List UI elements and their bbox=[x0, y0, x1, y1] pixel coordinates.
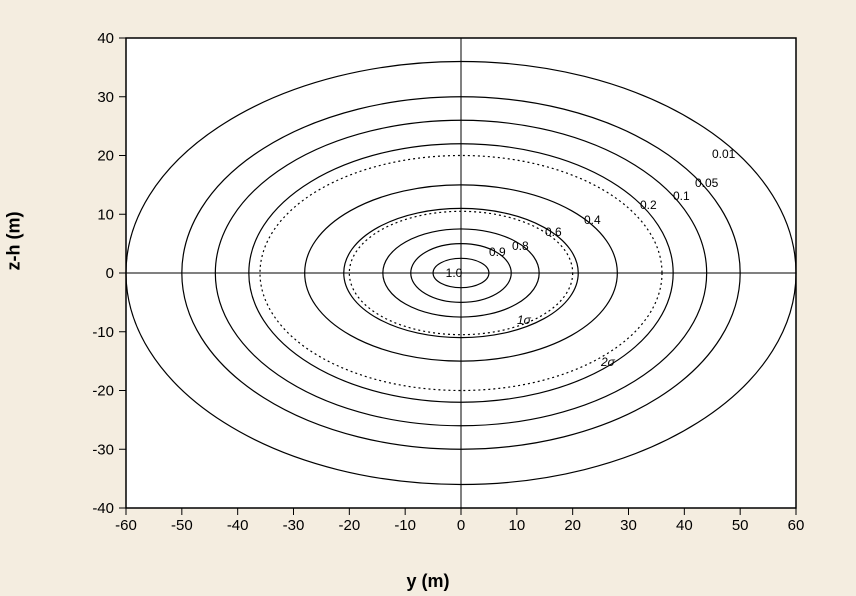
x-ticks: -60 -50 -40 -30 -20 -10 0 10 20 30 40 50… bbox=[115, 508, 804, 534]
svg-text:40: 40 bbox=[97, 30, 114, 47]
y-axis-label: z-h (m) bbox=[4, 212, 25, 271]
svg-text:-40: -40 bbox=[92, 500, 114, 517]
label-0.8: 0.8 bbox=[512, 239, 529, 253]
y-ticks: -40 -30 -20 -10 0 10 20 30 40 bbox=[92, 30, 126, 517]
svg-text:-20: -20 bbox=[338, 517, 360, 534]
label-0.2: 0.2 bbox=[640, 198, 657, 212]
label-0.9: 0.9 bbox=[489, 245, 506, 259]
svg-text:-10: -10 bbox=[92, 324, 114, 341]
svg-text:-50: -50 bbox=[171, 517, 193, 534]
svg-text:0: 0 bbox=[106, 265, 114, 282]
label-0.01: 0.01 bbox=[712, 147, 736, 161]
svg-text:10: 10 bbox=[508, 517, 525, 534]
label-0.1: 0.1 bbox=[673, 189, 690, 203]
svg-text:-30: -30 bbox=[283, 517, 305, 534]
svg-text:60: 60 bbox=[788, 517, 805, 534]
label-0.4: 0.4 bbox=[584, 213, 601, 227]
svg-text:-40: -40 bbox=[227, 517, 249, 534]
svg-text:40: 40 bbox=[676, 517, 693, 534]
label-0.05: 0.05 bbox=[695, 176, 719, 190]
svg-text:30: 30 bbox=[620, 517, 637, 534]
svg-text:50: 50 bbox=[732, 517, 749, 534]
svg-text:20: 20 bbox=[564, 517, 581, 534]
label-1.0: 1.0 bbox=[446, 266, 463, 280]
svg-text:-30: -30 bbox=[92, 441, 114, 458]
label-1sigma: 1σ bbox=[517, 313, 532, 327]
svg-text:20: 20 bbox=[97, 148, 114, 165]
svg-text:-20: -20 bbox=[92, 383, 114, 400]
svg-text:-10: -10 bbox=[394, 517, 416, 534]
svg-text:-60: -60 bbox=[115, 517, 137, 534]
label-0.6: 0.6 bbox=[545, 225, 562, 239]
svg-text:30: 30 bbox=[97, 89, 114, 106]
chart-svg: -60 -50 -40 -30 -20 -10 0 10 20 30 40 50… bbox=[58, 20, 818, 565]
x-axis-label: y (m) bbox=[406, 571, 449, 592]
svg-text:0: 0 bbox=[457, 517, 465, 534]
label-2sigma: 2σ bbox=[600, 355, 616, 369]
svg-text:10: 10 bbox=[97, 206, 114, 223]
contour-chart: -60 -50 -40 -30 -20 -10 0 10 20 30 40 50… bbox=[58, 20, 818, 565]
